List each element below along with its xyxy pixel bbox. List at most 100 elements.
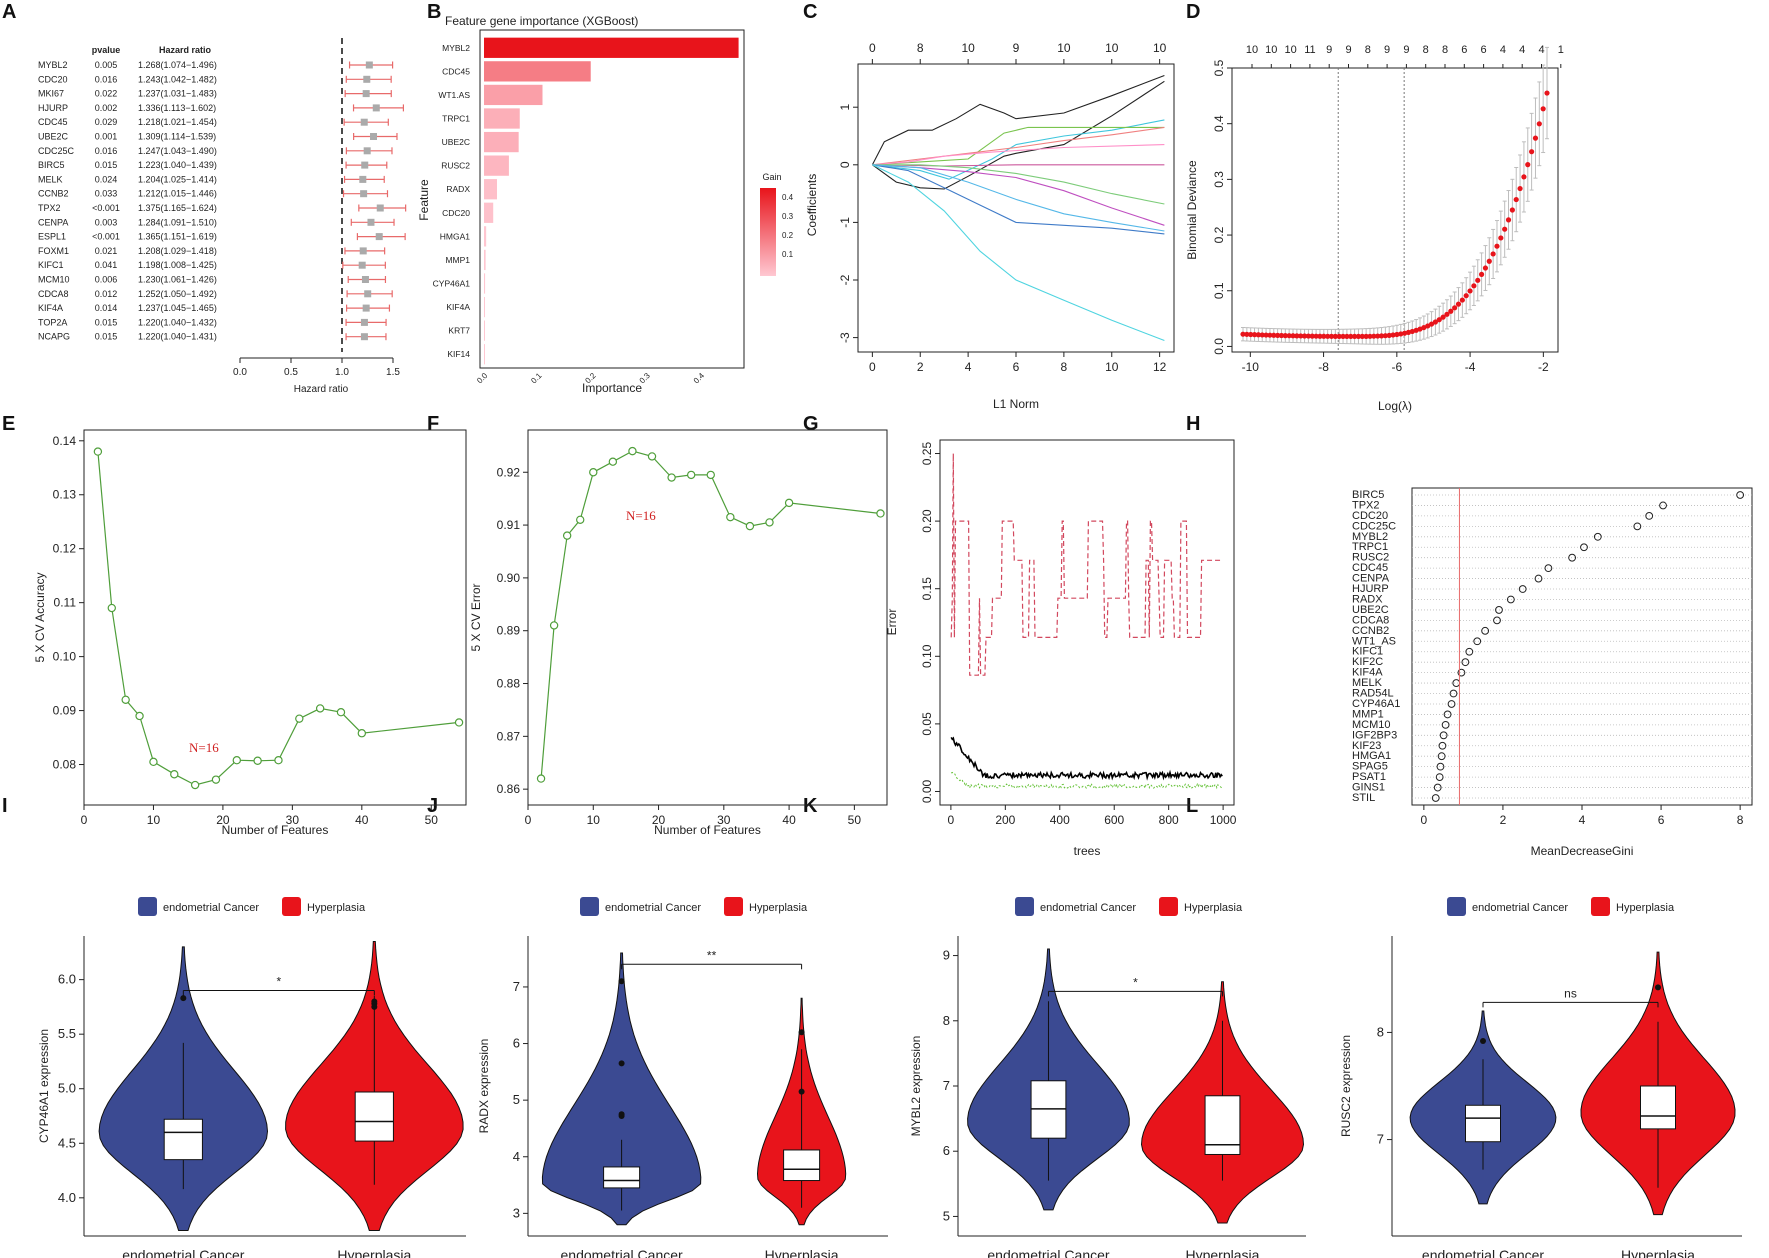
gene-label: GINS1 [1352, 782, 1385, 794]
gene-label: MELK [1352, 677, 1383, 689]
legend-title: Gain [762, 172, 781, 182]
deviance-point [1448, 308, 1454, 314]
importance-point [1506, 595, 1515, 604]
top-tick-label: 9 [1326, 44, 1332, 56]
importance-point [1544, 564, 1553, 573]
y-axis-title: Feature [417, 179, 431, 221]
cv-point [647, 452, 657, 461]
x-tick-label: -10 [1242, 360, 1260, 374]
legend-swatch-cancer [138, 897, 157, 916]
deviance-point [1525, 162, 1531, 168]
cv-line [540, 450, 881, 779]
hazard-ratio-value: 1.365(1.151−1.619) [138, 232, 217, 242]
gene-label: MYBL2 [1352, 531, 1388, 543]
coefficient-path [872, 164, 1165, 235]
gene-label: MMP1 [1352, 708, 1384, 720]
hr-marker [360, 190, 368, 198]
deviance-point [1436, 317, 1442, 323]
bar [484, 37, 739, 58]
deviance-point [1375, 333, 1381, 339]
legend-swatch-hyperplasia [1159, 897, 1178, 916]
deviance-point [1309, 333, 1315, 339]
x-tick-label: 10 [1105, 360, 1119, 374]
x-category-label: endometrial Cancer [122, 1247, 245, 1258]
y-tick-label: 0.5 [1212, 59, 1226, 76]
importance-point [1493, 616, 1501, 625]
gene-label: CDC45 [1352, 562, 1388, 574]
hazard-ratio-value: 1.375(1.165−1.624) [138, 203, 217, 213]
gene-label: CDC25C [38, 146, 75, 156]
cv-point [765, 518, 774, 527]
top-tick-label: 9 [1384, 44, 1390, 56]
deviance-point [1332, 333, 1338, 339]
importance-point [1473, 637, 1482, 646]
legend-swatch-hyperplasia [282, 897, 301, 916]
x-tick-label: 6 [1013, 360, 1020, 374]
cv-point [357, 729, 367, 738]
deviance-point [1444, 311, 1450, 317]
x-tick-label: 40 [355, 813, 369, 827]
legend-label-hyperplasia: Hyperplasia [307, 902, 366, 914]
legend-tick-label: 0.3 [782, 212, 794, 221]
x-tick-label: 20 [216, 813, 230, 827]
x-category-label: Hyperplasia [337, 1247, 411, 1258]
pvalue-value: 0.041 [95, 260, 118, 270]
hr-marker [359, 247, 367, 255]
deviance-point [1244, 331, 1250, 337]
x-tick-label: 0 [81, 813, 88, 827]
category-label: UBE2C [442, 137, 470, 147]
deviance-point [1363, 333, 1369, 339]
importance-point [1568, 553, 1577, 562]
category-label: KIF14 [447, 349, 470, 359]
x-tick-label: 50 [848, 813, 862, 827]
importance-point [1457, 668, 1466, 677]
outlier-point [371, 998, 378, 1005]
x-tick-label: 2 [917, 360, 924, 374]
y-tick-label: 0.10 [53, 650, 77, 664]
category-label: CDC20 [442, 208, 470, 218]
y-tick-label: 0.90 [497, 571, 521, 585]
importance-point [1534, 574, 1543, 583]
hazard-ratio-value: 1.243(1.042−1.482) [138, 74, 217, 84]
category-label: MMP1 [445, 255, 470, 265]
x-tick-label: 20 [652, 813, 666, 827]
gene-label: KIF4A [1352, 667, 1383, 679]
gene-label: TPX2 [38, 203, 61, 213]
cv-point [121, 695, 130, 704]
top-tick-label: 10 [961, 41, 975, 55]
panel-letter-h: H [1186, 413, 1200, 435]
top-tick-label: 6 [1461, 44, 1467, 56]
deviance-point [1521, 174, 1527, 180]
pvalue-value: 0.002 [95, 103, 118, 113]
deviance-point [1294, 333, 1300, 339]
x-tick-label: 50 [425, 813, 439, 827]
deviance-point [1513, 196, 1519, 203]
deviance-point [1355, 333, 1362, 340]
cv-point [170, 770, 179, 779]
coefficient-path [872, 126, 1165, 166]
pvalue-value: 0.006 [95, 275, 118, 285]
x-tick-label: 10 [147, 813, 161, 827]
gene-label: CDCA8 [1352, 614, 1389, 626]
cv-point [211, 775, 221, 784]
x-axis-title: Number of Features [222, 823, 329, 837]
hr-marker [375, 233, 383, 241]
violin-cancer [541, 952, 702, 1226]
legend-swatch-cancer [580, 897, 599, 916]
cv-point [726, 512, 735, 522]
importance-point [1633, 522, 1642, 531]
x-tick-label: 1000 [1210, 813, 1237, 827]
deviance-point [1517, 185, 1523, 192]
cv-point [149, 757, 158, 767]
hr-marker [361, 276, 369, 283]
column-header-pvalue: pvalue [92, 45, 121, 55]
y-tick-label: 5.0 [58, 1081, 76, 1096]
y-tick-label: 9 [943, 948, 950, 963]
gene-label: IGF2BP3 [1352, 729, 1397, 741]
gene-label: UBE2C [1352, 604, 1389, 616]
y-tick-label: 0.11 [54, 596, 77, 610]
top-tick-label: 6 [1481, 44, 1487, 56]
gene-label: HMGA1 [1352, 750, 1391, 762]
pvalue-value: 0.022 [95, 89, 118, 99]
gene-label: KIF4A [38, 303, 63, 313]
